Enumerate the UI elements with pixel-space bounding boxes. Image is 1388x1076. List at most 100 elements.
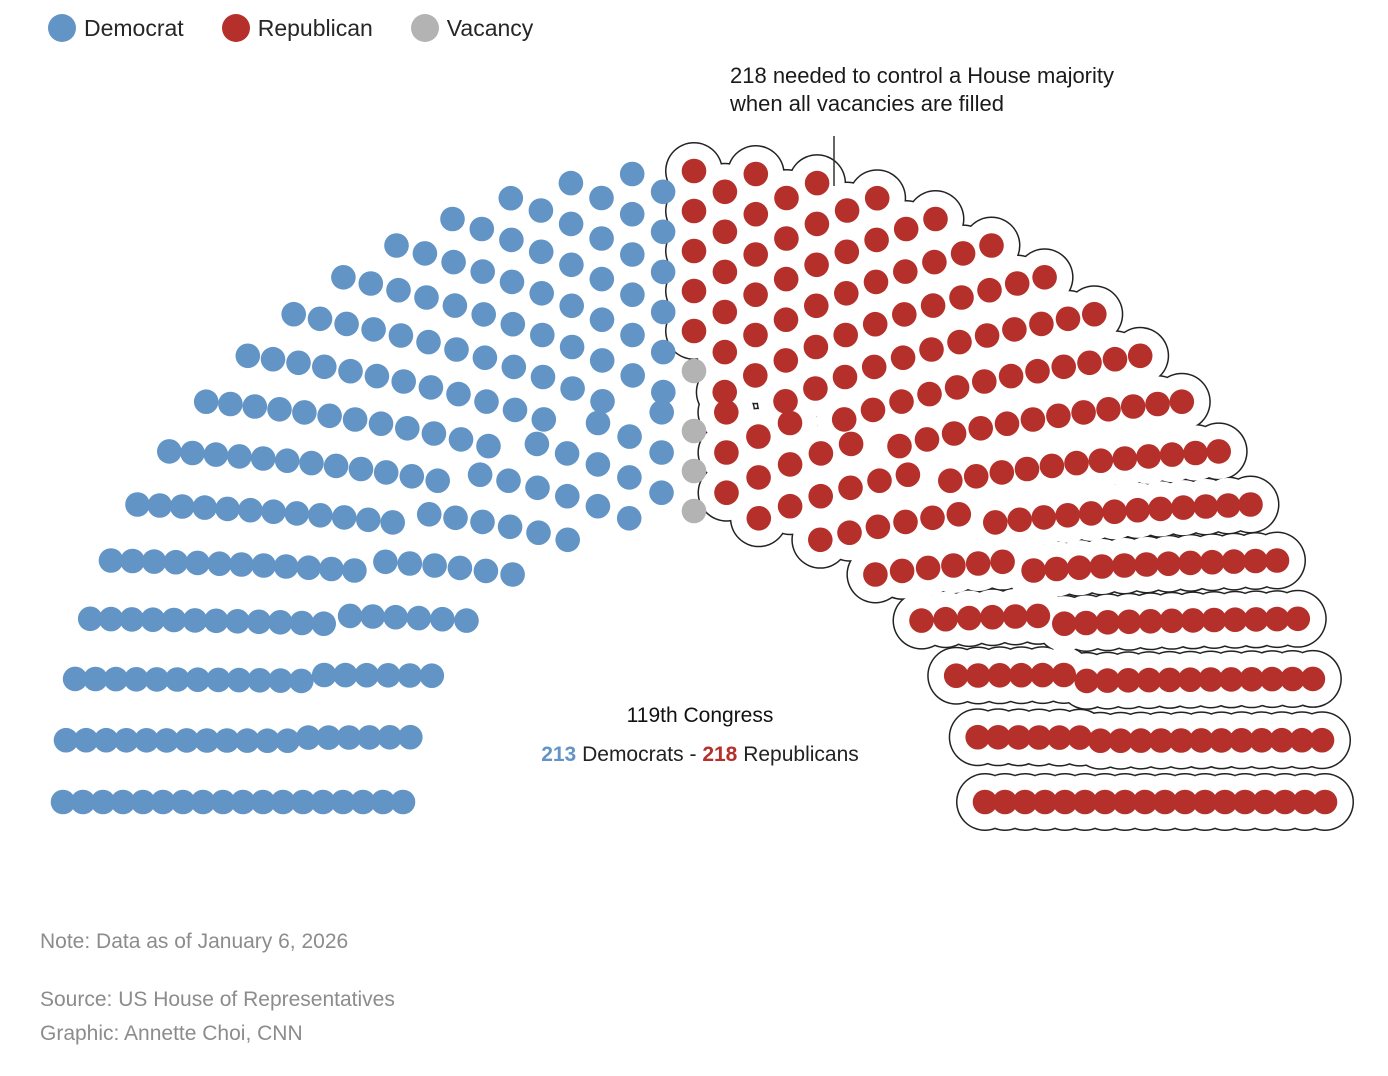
seat-republican <box>972 789 998 815</box>
seat-republican <box>983 510 1008 535</box>
seat-democrat <box>559 293 584 319</box>
seat-republican <box>863 269 889 295</box>
seat-republican <box>714 400 739 425</box>
seat-republican <box>834 281 859 306</box>
seat-republican <box>1269 727 1295 753</box>
seat-democrat <box>150 789 176 815</box>
seat-democrat <box>617 465 642 490</box>
seat-democrat <box>454 608 479 633</box>
seat-republican <box>1138 609 1163 634</box>
seat-democrat <box>170 789 196 815</box>
seat-republican <box>773 348 799 373</box>
seat-republican <box>861 354 887 380</box>
seat-democrat <box>98 606 124 632</box>
seat-republican <box>1025 358 1050 384</box>
seat-democrat <box>440 206 465 232</box>
seat-republican <box>712 299 738 325</box>
seat-democrat <box>192 495 217 520</box>
seat-republican <box>746 424 771 449</box>
seat-republican <box>950 241 976 266</box>
seat-republican <box>712 179 738 205</box>
seat-democrat <box>441 249 466 275</box>
seat-republican <box>1218 667 1244 692</box>
seat-democrat <box>289 610 315 636</box>
legend-item-democrat: Democrat <box>48 14 184 42</box>
seat-republican <box>831 407 857 432</box>
seat-democrat <box>555 483 580 509</box>
seat-republican <box>1071 400 1096 425</box>
seat-republican <box>865 514 891 540</box>
seat-democrat <box>430 606 455 632</box>
seat-democrat <box>134 728 159 753</box>
seat-democrat <box>193 389 219 415</box>
seat-democrat <box>589 348 615 373</box>
annotation-line-1: 218 needed to control a House majority <box>730 63 1115 88</box>
seat-republican <box>1108 728 1133 753</box>
seat-republican <box>1025 603 1051 629</box>
legend-label-republican: Republican <box>257 14 373 41</box>
seat-republican <box>712 379 737 405</box>
seat-democrat <box>617 424 642 449</box>
seat-democrat <box>261 499 286 524</box>
seat-democrat <box>397 663 423 688</box>
seat-democrat <box>395 416 420 441</box>
seat-democrat <box>649 480 674 506</box>
seat-democrat <box>377 725 403 750</box>
seat-republican <box>1238 492 1263 517</box>
seat-republican <box>1077 350 1102 376</box>
seat-republican <box>1082 301 1107 327</box>
seat-republican <box>1148 496 1173 522</box>
seat-democrat <box>299 450 324 476</box>
seat-republican <box>777 452 803 477</box>
seat-democrat <box>203 608 229 634</box>
seat-democrat <box>425 468 451 494</box>
seat-republican <box>920 505 945 531</box>
seat-republican <box>1152 789 1178 815</box>
seat-democrat <box>585 452 611 477</box>
seat-democrat <box>443 505 468 531</box>
seat-democrat <box>182 608 208 633</box>
seat-democrat <box>144 667 170 692</box>
seat-democrat <box>348 456 374 482</box>
seat-vacancy <box>681 498 707 524</box>
seat-democrat <box>499 269 525 295</box>
seat-democrat <box>384 233 409 258</box>
rep-count-label: Republicans <box>743 743 859 766</box>
seat-democrat <box>124 667 149 692</box>
seat-democrat <box>350 789 376 815</box>
seat-republican <box>808 483 833 509</box>
seat-republican <box>743 242 768 267</box>
seat-republican <box>808 441 834 466</box>
majority-annotation: 218 needed to control a House majority w… <box>730 62 1114 118</box>
seat-republican <box>922 249 947 275</box>
seat-democrat <box>390 789 416 815</box>
seat-vacancy <box>681 358 707 384</box>
seat-democrat <box>650 259 676 285</box>
seat-democrat <box>370 789 396 815</box>
seat-republican <box>1159 442 1185 467</box>
seat-democrat <box>383 604 408 630</box>
seat-democrat <box>169 494 195 519</box>
seat-republican <box>1285 606 1311 632</box>
seat-democrat <box>194 728 220 753</box>
seat-republican <box>1089 554 1115 579</box>
seat-democrat <box>419 663 445 688</box>
seat-democrat <box>559 252 584 278</box>
seat-democrat <box>497 514 523 540</box>
seat-democrat <box>317 403 342 429</box>
seat-republican <box>1300 666 1326 692</box>
seat-republican <box>1012 789 1038 815</box>
seat-democrat <box>331 505 357 530</box>
seat-democrat <box>471 302 497 327</box>
seat-republican <box>965 551 991 576</box>
seat-republican <box>1148 728 1174 753</box>
seat-democrat <box>589 266 615 292</box>
seat-republican <box>1064 450 1089 476</box>
seat-democrat <box>185 667 211 692</box>
seat-republican <box>992 789 1018 815</box>
seat-democrat <box>470 509 495 535</box>
seat-republican <box>1177 667 1203 692</box>
seat-republican <box>1272 789 1298 815</box>
seat-republican <box>1221 549 1247 574</box>
seat-republican <box>1172 789 1198 815</box>
